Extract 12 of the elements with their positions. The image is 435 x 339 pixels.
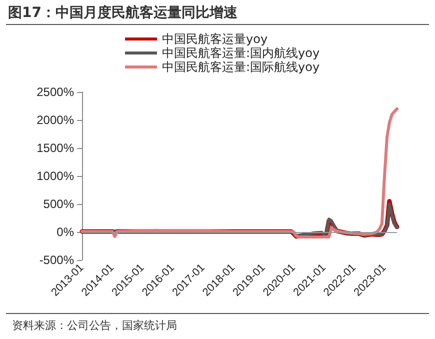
text: 资料来源：公司公告，国家统计局 [12, 318, 177, 333]
y-tick-label: 0% [56, 225, 74, 239]
legend-label: 中国民航客运量yoy [162, 32, 268, 46]
y-tick-label: 2500% [36, 85, 74, 99]
y-tick-label: -500% [39, 253, 74, 267]
y-tick-label: 1000% [36, 169, 74, 183]
legend-label: 中国民航客运量:国际航线yoy [162, 60, 320, 74]
chart-title: 图17：中国月度民航客运量同比增速 [8, 4, 238, 22]
y-tick-label: 500% [43, 197, 74, 211]
legend-label: 中国民航客运量:国内航线yoy [162, 46, 320, 60]
y-tick-label: 1500% [36, 141, 74, 155]
y-tick-label: 2000% [36, 113, 74, 127]
